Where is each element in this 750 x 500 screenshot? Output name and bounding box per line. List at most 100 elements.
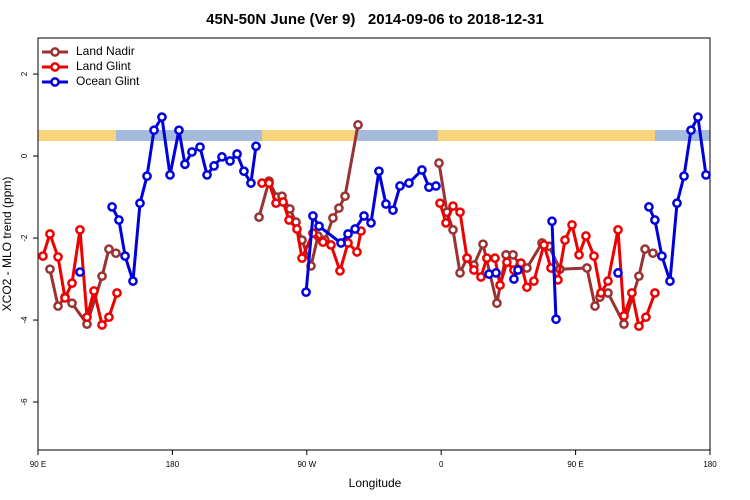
data-point <box>650 215 660 225</box>
data-point <box>336 238 346 248</box>
data-point <box>128 276 138 286</box>
data-point <box>619 319 629 329</box>
data-point <box>634 321 644 332</box>
data-point <box>112 288 122 298</box>
data-point <box>97 320 107 330</box>
data-point <box>45 229 55 239</box>
data-point <box>374 166 384 177</box>
data-point <box>157 112 167 122</box>
land-ocean-band <box>38 130 710 141</box>
data-point <box>120 251 130 261</box>
data-point <box>60 293 70 303</box>
data-point <box>441 218 451 228</box>
data-point <box>292 224 302 234</box>
x-tick-label: 90 E <box>567 460 583 469</box>
data-point <box>111 248 121 259</box>
x-tick-label: 180 <box>166 460 180 469</box>
data-point <box>284 215 294 225</box>
data-point <box>547 216 557 227</box>
legend-label: Ocean Glint <box>76 74 140 88</box>
data-point <box>613 268 623 278</box>
data-point <box>613 225 623 235</box>
data-point <box>314 221 324 232</box>
data-point <box>195 142 205 152</box>
data-point <box>574 250 584 260</box>
data-point <box>567 220 577 230</box>
data-point <box>278 197 288 207</box>
data-point <box>455 207 465 218</box>
plot-frame <box>37 37 711 451</box>
data-point <box>53 301 63 311</box>
data-point <box>359 211 369 221</box>
data-point <box>522 282 532 293</box>
data-point <box>97 271 107 282</box>
x-tick-label: 0 <box>439 460 444 469</box>
land-band <box>262 130 355 141</box>
data-point <box>318 237 328 248</box>
data-point <box>590 301 600 311</box>
data-point <box>366 218 376 228</box>
data-point <box>395 181 405 191</box>
ocean-band <box>355 130 438 141</box>
data-point <box>469 265 479 275</box>
data-point <box>665 276 675 286</box>
data-point <box>490 253 500 263</box>
y-axis-label: XCO2 - MLO trend (ppm) <box>0 177 14 312</box>
data-point <box>174 125 184 136</box>
data-point <box>582 263 592 273</box>
y-tick-label: 2 <box>20 71 29 76</box>
data-point <box>75 267 85 277</box>
data-point <box>82 312 92 323</box>
x-tick-label: 180 <box>703 460 717 469</box>
data-point <box>551 314 561 325</box>
data-point <box>672 198 682 209</box>
series-line <box>48 124 654 326</box>
data-point <box>509 274 519 284</box>
data-point <box>434 158 444 168</box>
data-point <box>491 268 501 278</box>
x-axis-label: Longitude <box>349 476 402 490</box>
data-point <box>603 276 613 286</box>
x-tick-label: 90 W <box>297 460 316 469</box>
data-point <box>502 257 512 268</box>
data-point <box>529 276 539 286</box>
data-point <box>180 159 190 170</box>
data-point <box>513 265 523 275</box>
data-point <box>634 271 644 282</box>
data-point <box>581 231 591 241</box>
data-point <box>381 199 391 209</box>
data-point <box>75 225 85 235</box>
legend-swatch-marker <box>50 47 60 57</box>
data-point <box>67 278 77 289</box>
x-tick-label: 90 E <box>30 460 46 469</box>
data-point <box>596 288 606 298</box>
data-point <box>482 253 492 263</box>
data-point <box>104 244 114 254</box>
data-point <box>388 205 398 216</box>
y-tick-label: -6 <box>20 398 29 406</box>
data-point <box>492 298 502 309</box>
data-point <box>343 229 353 239</box>
ocean-band <box>116 130 262 141</box>
data-point <box>225 156 235 166</box>
data-point <box>114 215 124 225</box>
data-point <box>627 288 637 298</box>
legend-label: Land Nadir <box>76 44 135 58</box>
data-point <box>217 152 227 162</box>
data-point <box>149 125 159 136</box>
data-point <box>417 165 427 175</box>
data-point <box>495 280 505 291</box>
y-tick-label: -2 <box>20 234 29 242</box>
data-point <box>301 287 311 298</box>
data-point <box>560 235 570 245</box>
data-point <box>328 213 338 223</box>
data-point <box>187 147 197 157</box>
data-point <box>478 239 488 250</box>
data-point <box>640 244 650 254</box>
data-point <box>686 125 696 136</box>
data-point <box>431 181 441 191</box>
data-point <box>644 202 654 212</box>
y-tick-label: 0 <box>20 153 29 158</box>
data-point <box>350 224 360 234</box>
